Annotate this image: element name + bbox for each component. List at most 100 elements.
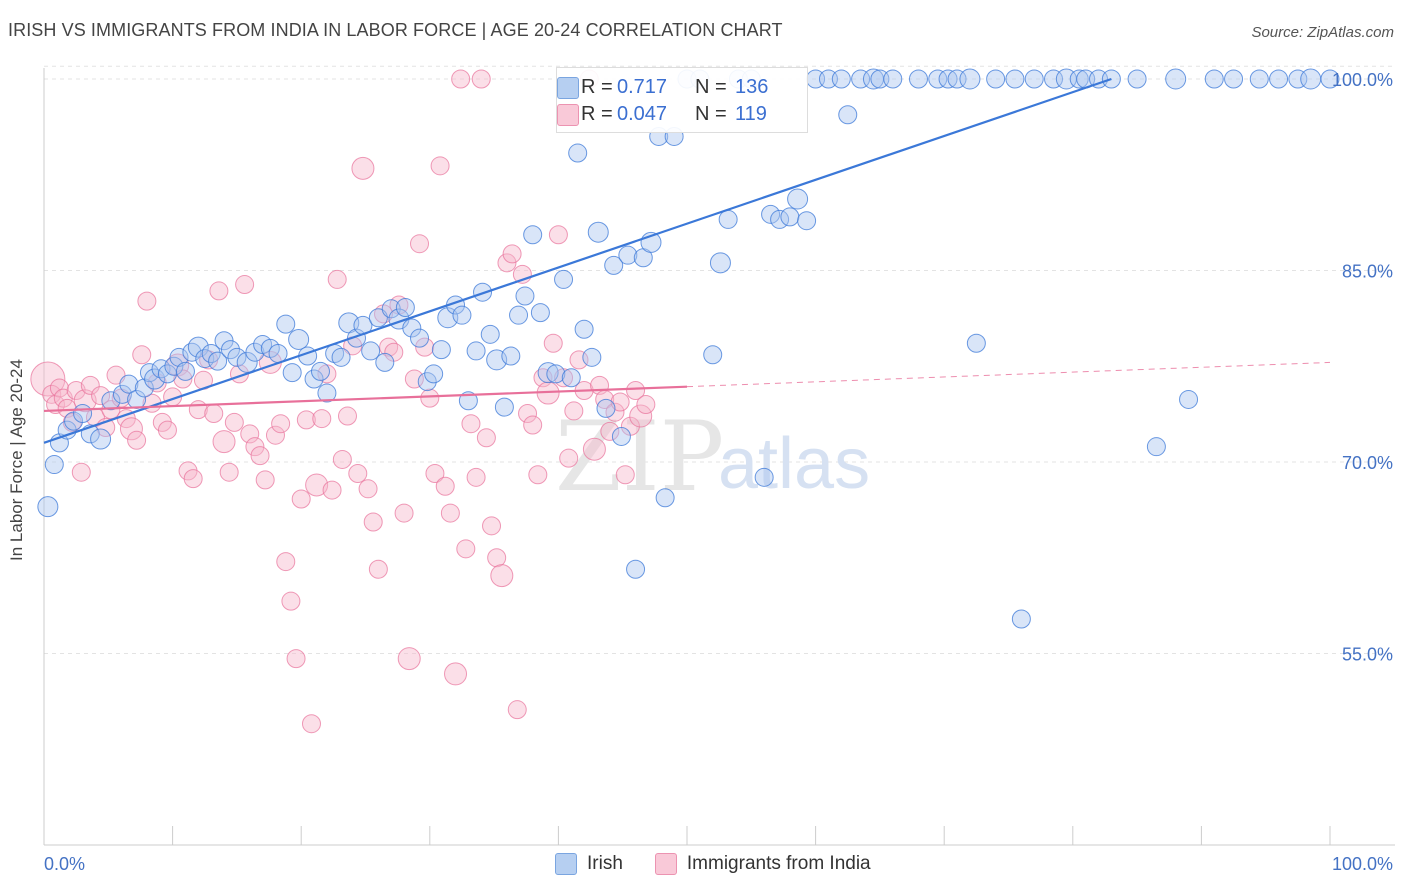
data-point-india: [57, 398, 77, 418]
data-point-irish: [164, 356, 184, 376]
data-point-india: [73, 389, 97, 413]
data-point-irish: [452, 305, 472, 325]
data-point-india: [461, 414, 481, 434]
y-tick-label: 85.0%: [1342, 262, 1393, 282]
data-point-irish: [73, 403, 93, 423]
data-point-india: [559, 448, 579, 468]
stats-n-label: N =: [695, 76, 727, 98]
data-point-irish: [546, 364, 566, 384]
data-point-irish: [501, 346, 521, 366]
data-point-india: [209, 281, 229, 301]
data-point-india: [224, 412, 244, 432]
stats-r-label: R =: [581, 103, 613, 125]
data-point-irish: [410, 328, 430, 348]
data-point-irish: [201, 343, 221, 363]
axes: [43, 68, 1395, 846]
data-point-irish: [494, 397, 514, 417]
data-point-irish: [1044, 69, 1064, 89]
watermark-atlas: atlas: [718, 424, 870, 504]
data-point-irish: [431, 340, 451, 360]
data-point-india: [394, 503, 414, 523]
data-point-irish: [838, 105, 858, 125]
stats-legend-box: R = 0.717 N = 136 R = 0.047 N = 119: [556, 67, 808, 133]
data-point-irish: [908, 69, 928, 89]
data-point-irish: [709, 252, 731, 274]
data-point-india: [204, 403, 224, 423]
data-point-india: [281, 591, 301, 611]
stats-row-india: R = 0.047 N = 119: [557, 103, 767, 126]
legend-swatch-india: [654, 853, 677, 875]
data-point-india: [456, 539, 476, 559]
data-point-india: [351, 156, 375, 180]
data-point-india: [444, 662, 468, 686]
data-point-india: [582, 437, 606, 461]
data-point-india: [305, 473, 329, 497]
data-point-irish: [928, 69, 948, 89]
data-point-irish: [718, 209, 738, 229]
data-point-irish: [304, 369, 324, 389]
data-point-irish: [1005, 69, 1025, 89]
data-point-india: [543, 333, 563, 353]
data-point-india: [471, 69, 491, 89]
data-point-india: [626, 381, 646, 401]
data-point-irish: [395, 298, 415, 318]
chart-title: IRISH VS IMMIGRANTS FROM INDIA IN LABOR …: [8, 20, 783, 40]
data-point-irish: [754, 467, 774, 487]
data-point-irish: [361, 341, 381, 361]
stats-row-irish: R = 0.717 N = 136: [557, 76, 768, 99]
data-point-india: [271, 414, 291, 434]
data-point-india: [255, 470, 275, 490]
data-point-india: [183, 469, 203, 489]
legend-item-irish[interactable]: Irish: [555, 853, 623, 875]
data-point-india: [430, 156, 450, 176]
data-point-india: [265, 425, 285, 445]
data-point-india: [322, 480, 342, 500]
data-point-india: [49, 378, 69, 398]
data-point-irish: [1249, 69, 1269, 89]
data-point-irish: [947, 69, 967, 89]
data-point-irish: [703, 345, 723, 365]
data-point-irish: [787, 188, 809, 210]
trend-line-india: [43, 385, 688, 413]
data-point-india: [250, 446, 270, 466]
legend-label-irish: Irish: [587, 853, 623, 874]
data-point-india: [276, 552, 296, 572]
data-point-irish: [537, 362, 559, 384]
data-point-irish: [175, 361, 195, 381]
data-point-irish: [626, 559, 646, 579]
data-point-irish: [101, 391, 121, 411]
data-point-india: [507, 700, 527, 720]
data-point-irish: [611, 426, 631, 446]
data-point-india: [490, 564, 514, 588]
data-point-irish: [44, 455, 64, 475]
data-point-india: [523, 415, 543, 435]
tick-labels: 55.0% 70.0% 85.0% 100.0% 0.0% 100.0%: [44, 70, 1393, 874]
data-point-india: [420, 388, 440, 408]
data-point-irish: [1179, 389, 1199, 409]
stats-r-label: R =: [581, 76, 613, 98]
data-point-india: [476, 428, 496, 448]
data-point-irish: [515, 286, 535, 306]
legend-item-india[interactable]: Immigrants from India: [654, 853, 871, 875]
x-tick-label: 100.0%: [1332, 854, 1393, 874]
data-point-irish: [282, 363, 302, 383]
data-point-irish: [424, 364, 444, 384]
data-point-irish: [1204, 69, 1224, 89]
data-point-india: [425, 463, 445, 483]
data-point-irish: [1127, 69, 1147, 89]
data-point-india: [296, 410, 316, 430]
x-tick-label: 0.0%: [44, 854, 85, 874]
data-point-india: [119, 417, 143, 441]
data-point-irish: [317, 383, 337, 403]
stats-swatch-india: [557, 104, 579, 126]
data-point-india: [91, 386, 111, 406]
data-point-irish: [236, 351, 258, 373]
data-point-india: [528, 465, 548, 485]
data-point-irish: [574, 319, 594, 339]
data-point-india: [410, 234, 430, 254]
data-point-irish: [220, 340, 240, 360]
data-point-irish: [90, 428, 112, 450]
data-point-india: [46, 395, 66, 415]
series-irish-points: [37, 68, 1340, 629]
data-point-irish: [144, 368, 166, 390]
